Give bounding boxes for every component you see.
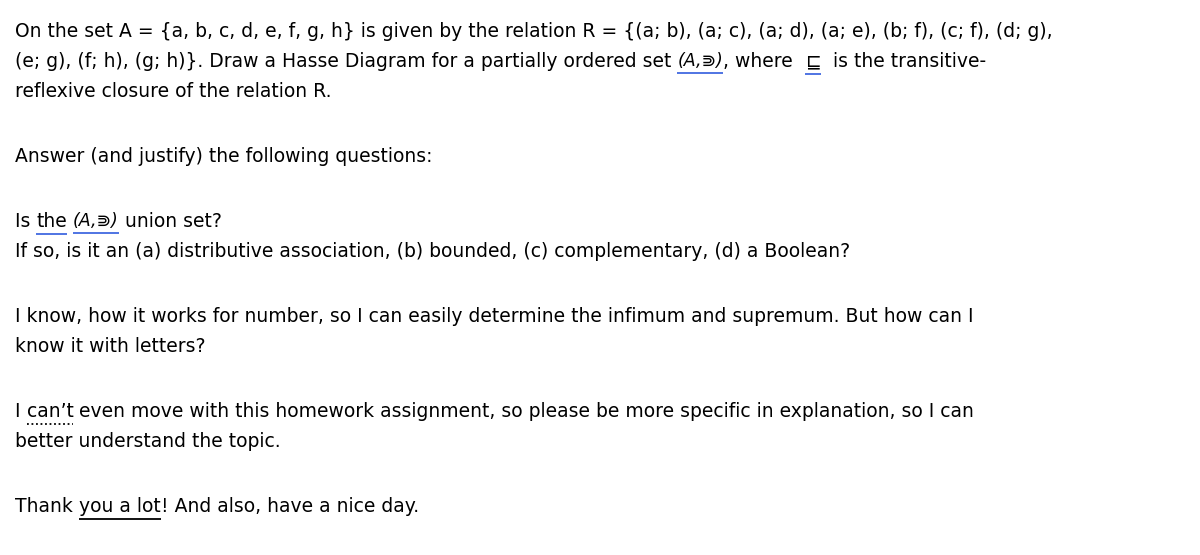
Text: I: I	[14, 402, 26, 421]
Text: , where: , where	[724, 52, 805, 71]
Text: union set?: union set?	[119, 212, 222, 231]
Text: (e; g), (f; h), (g; h)}. Draw a Hasse Diagram for a partially ordered set: (e; g), (f; h), (g; h)}. Draw a Hasse Di…	[14, 52, 677, 71]
Text: ! And also, have a nice day.: ! And also, have a nice day.	[161, 497, 419, 516]
Text: the: the	[36, 212, 67, 231]
Text: If so, is it an (a) distributive association, (b) bounded, (c) complementary, (d: If so, is it an (a) distributive associa…	[14, 242, 850, 261]
Text: Answer (and justify) the following questions:: Answer (and justify) the following quest…	[14, 147, 432, 166]
Text: reflexive closure of the relation R.: reflexive closure of the relation R.	[14, 82, 331, 101]
Text: (A,⋑): (A,⋑)	[73, 212, 119, 230]
Text: On the set A = {a, b, c, d, e, f, g, h} is given by the relation R = {(a; b), (a: On the set A = {a, b, c, d, e, f, g, h} …	[14, 22, 1052, 41]
Text: Thank: Thank	[14, 497, 79, 516]
Text: better understand the topic.: better understand the topic.	[14, 432, 281, 451]
Text: even move with this homework assignment, so please be more specific in explanati: even move with this homework assignment,…	[73, 402, 974, 421]
Text: Is: Is	[14, 212, 36, 231]
Text: can’t: can’t	[26, 402, 73, 421]
Text: (A,⋑): (A,⋑)	[677, 52, 724, 70]
Text: ⊑: ⊑	[805, 52, 821, 71]
Text: I know, how it works for number, so I can easily determine the infimum and supre: I know, how it works for number, so I ca…	[14, 307, 973, 326]
Text: know it with letters?: know it with letters?	[14, 337, 205, 356]
Text: you a lot: you a lot	[79, 497, 161, 516]
Text: is the transitive-: is the transitive-	[821, 52, 985, 71]
